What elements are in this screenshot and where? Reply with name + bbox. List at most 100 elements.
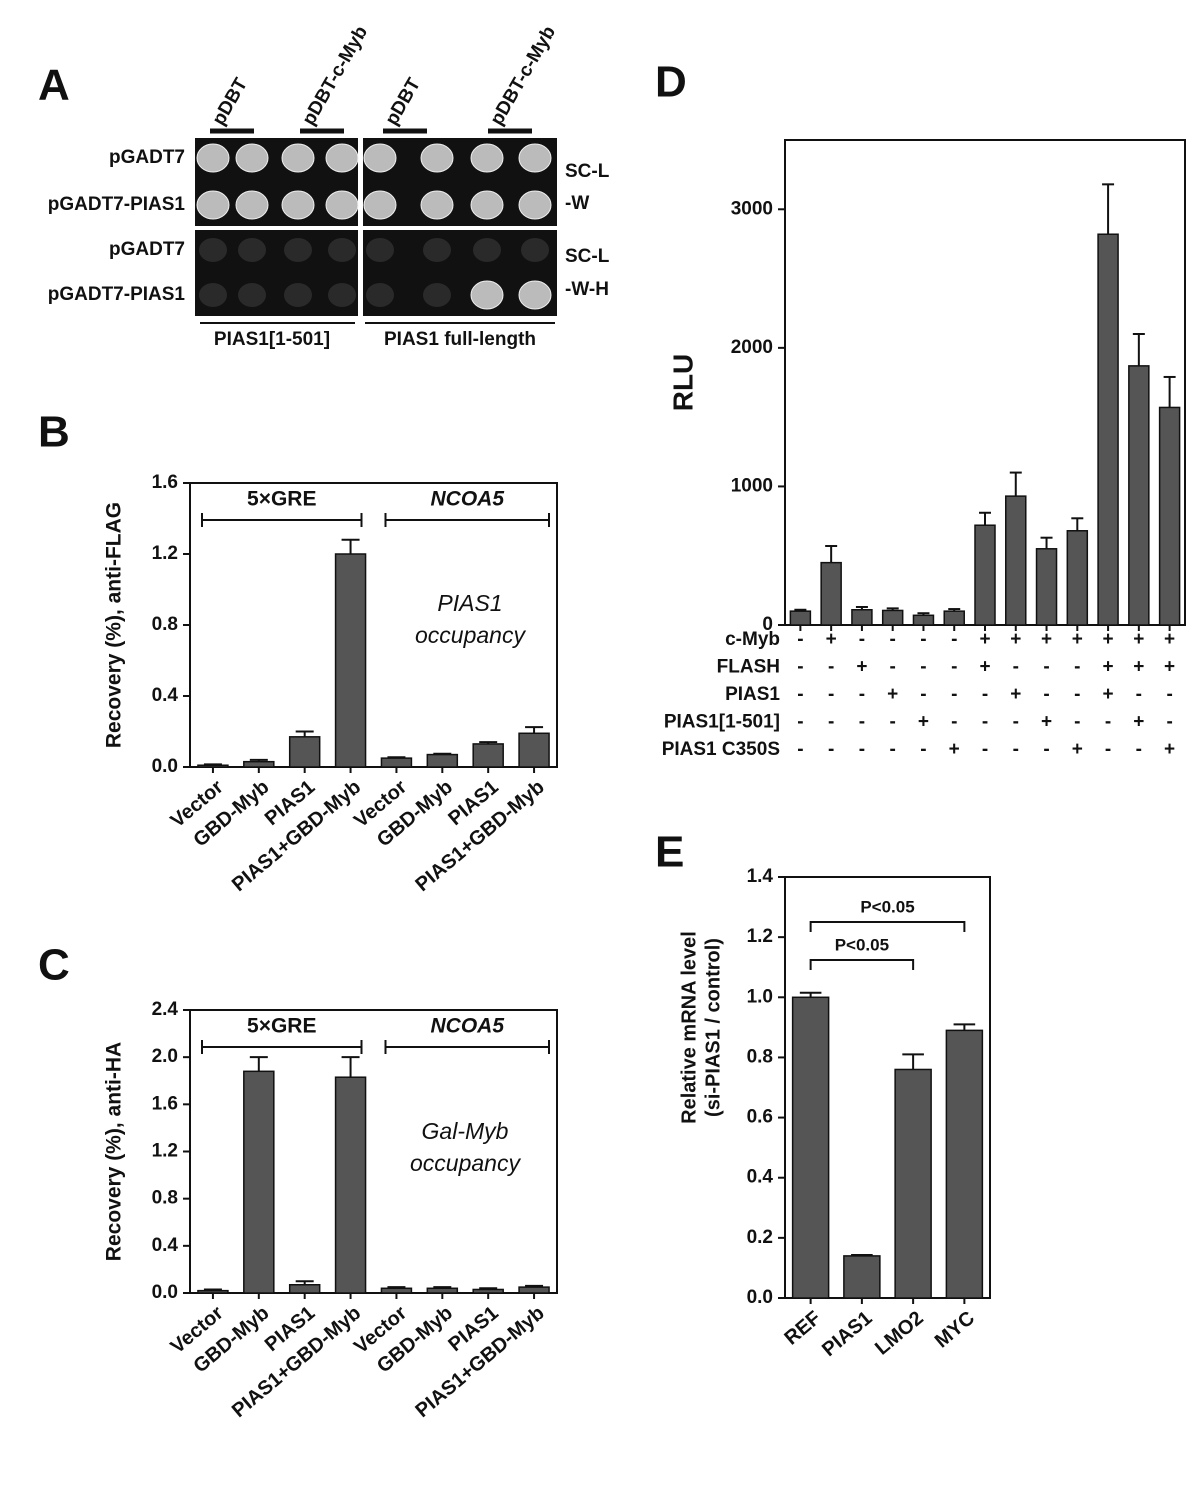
bar	[243, 1070, 275, 1294]
y-tick-label: 0.4	[152, 685, 179, 706]
condition-label: PIAS1[1-501]	[664, 712, 780, 733]
significance-label: P<0.05	[860, 897, 914, 916]
media-label: -W-H	[565, 279, 609, 300]
y-tick-label: 1.0	[747, 986, 773, 1007]
y-tick-label: 1.2	[152, 1141, 178, 1162]
condition-sign: +	[1133, 629, 1144, 650]
condition-sign: -	[859, 629, 865, 650]
condition-sign: +	[826, 629, 837, 650]
condition-sign: -	[1136, 739, 1142, 760]
y-tick-label: 1.2	[152, 543, 178, 564]
condition-sign: +	[1103, 657, 1114, 678]
significance-bracket	[809, 921, 966, 932]
condition-sign: -	[1136, 684, 1142, 705]
condition-sign: -	[797, 657, 803, 678]
condition-sign: -	[890, 712, 896, 733]
construct-label: PIAS1[1-501]	[214, 329, 330, 350]
condition-sign: +	[1164, 657, 1175, 678]
y-axis-label: RLU	[667, 354, 698, 412]
bar	[820, 561, 842, 626]
bar	[472, 1288, 504, 1294]
bar	[472, 743, 504, 768]
condition-sign: -	[982, 712, 988, 733]
condition-sign: -	[1105, 739, 1111, 760]
bar	[843, 1255, 881, 1299]
condition-sign: +	[949, 739, 960, 760]
condition-label: c-Myb	[725, 629, 780, 650]
condition-sign: +	[887, 684, 898, 705]
y-tick-label: 0.6	[747, 1107, 773, 1128]
significance-bracket	[809, 959, 915, 970]
column-label: pDBT	[381, 74, 425, 129]
condition-sign: -	[951, 657, 957, 678]
y-tick-label: 0.8	[152, 1188, 178, 1209]
group-label: 5×GRE	[247, 488, 316, 511]
bar	[243, 760, 275, 768]
condition-sign: -	[951, 712, 957, 733]
condition-sign: -	[828, 657, 834, 678]
condition-sign: -	[828, 739, 834, 760]
y-tick-label: 0	[762, 614, 773, 635]
condition-sign: -	[920, 657, 926, 678]
yeast-spot	[238, 238, 266, 262]
bar	[1128, 365, 1150, 626]
bar	[518, 732, 550, 768]
condition-sign: -	[1013, 739, 1019, 760]
x-tick-label: LMO2	[871, 1307, 928, 1360]
y-tick-label: 0.4	[747, 1167, 774, 1188]
bar	[1005, 495, 1027, 626]
condition-sign: +	[1010, 629, 1021, 650]
bar	[518, 1286, 550, 1294]
bar	[426, 753, 459, 768]
media-label: SC-L	[565, 161, 610, 182]
yeast-spot	[238, 283, 266, 307]
condition-sign: -	[1013, 712, 1019, 733]
condition-sign: -	[1074, 712, 1080, 733]
bar	[894, 1068, 932, 1299]
condition-sign: -	[1105, 712, 1111, 733]
bar	[426, 1287, 459, 1294]
condition-sign: -	[890, 657, 896, 678]
condition-sign: -	[859, 712, 865, 733]
condition-sign: +	[1041, 712, 1052, 733]
y-tick-label: 0.8	[152, 614, 178, 635]
condition-sign: +	[1133, 712, 1144, 733]
y-tick-label: 1000	[731, 475, 773, 496]
condition-sign: +	[856, 657, 867, 678]
condition-label: FLASH	[717, 657, 780, 678]
y-tick-label: 0.0	[152, 756, 178, 777]
condition-sign: -	[797, 684, 803, 705]
panel-label: B	[38, 408, 70, 457]
yeast-spot	[199, 283, 227, 307]
occupancy-note: Gal-Myb	[422, 1118, 509, 1144]
yeast-spot	[518, 143, 552, 173]
condition-sign: -	[920, 629, 926, 650]
group-label: NCOA5	[430, 488, 504, 511]
y-tick-label: 1.4	[747, 866, 774, 887]
bar	[380, 1287, 413, 1294]
condition-sign: -	[951, 629, 957, 650]
x-tick-label: PIAS1	[818, 1307, 876, 1361]
condition-sign: -	[982, 684, 988, 705]
y-tick-label: 1.2	[747, 926, 773, 947]
y-tick-label: 3000	[731, 198, 773, 219]
condition-sign: -	[1074, 657, 1080, 678]
yeast-spot	[366, 238, 394, 262]
condition-label: PIAS1 C350S	[662, 739, 780, 760]
condition-sign: -	[797, 739, 803, 760]
row-label: pGADT7	[109, 147, 185, 168]
bar	[334, 1076, 367, 1294]
yeast-spot	[470, 280, 504, 310]
bar	[1035, 548, 1058, 626]
bar	[197, 1289, 229, 1294]
bar	[912, 614, 935, 626]
condition-sign: -	[982, 739, 988, 760]
condition-sign: -	[951, 684, 957, 705]
construct-label: PIAS1 full-length	[384, 329, 536, 350]
yeast-spot	[518, 190, 552, 220]
bar	[851, 609, 873, 626]
condition-sign: +	[1103, 684, 1114, 705]
yeast-spot	[423, 238, 451, 262]
condition-sign: +	[1010, 684, 1021, 705]
row-label: pGADT7	[109, 239, 185, 260]
